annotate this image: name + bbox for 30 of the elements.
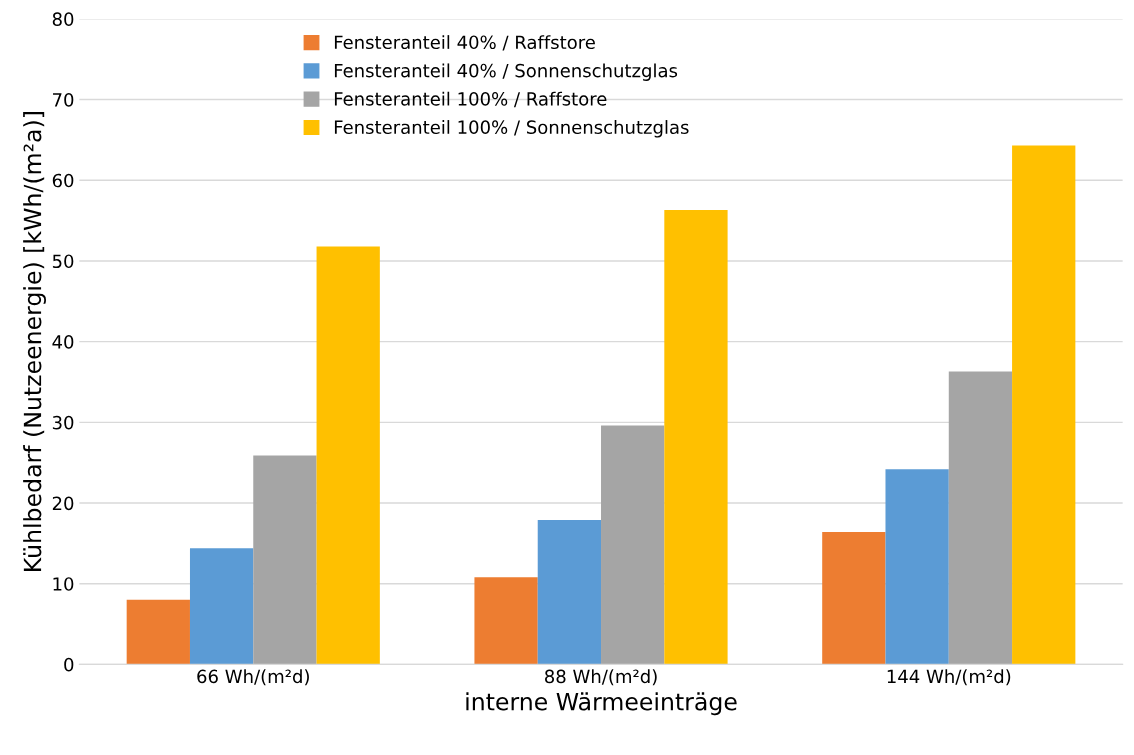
y-tick-label: 80	[52, 12, 74, 26]
x-axis-title: interne Wärmeeinträge	[466, 692, 737, 716]
bar	[885, 469, 949, 665]
x-tick-label: 66 Wh/(m²d)	[197, 669, 309, 686]
legend-label: Fensteranteil 100% / Sonnenschutzglas	[334, 120, 689, 138]
y-tick-label: 30	[52, 415, 74, 430]
bar	[253, 455, 317, 665]
y-tick-label: 0	[64, 657, 74, 672]
bar	[601, 425, 665, 665]
bar	[664, 210, 728, 665]
bar	[822, 532, 886, 665]
y-tick-label: 40	[52, 335, 74, 349]
bar	[126, 599, 190, 665]
legend-label: Fensteranteil 40% / Sonnenschutzglas	[334, 63, 678, 81]
bar	[537, 519, 602, 665]
y-tick-label: 20	[52, 496, 74, 511]
y-tick-label: 70	[53, 93, 74, 107]
bar	[189, 548, 254, 665]
bar	[948, 371, 1013, 665]
legend-label: Fensteranteil 100% / Raffstore	[334, 91, 607, 108]
legend-label: Fensteranteil 40% / Raffstore	[334, 35, 595, 51]
y-tick-label: 10	[53, 577, 74, 591]
bar	[1012, 145, 1076, 665]
bar	[316, 246, 380, 665]
y-tick-label: 50	[52, 254, 74, 269]
y-tick-label: 60	[52, 173, 74, 188]
x-tick-label: 144 Wh/(m²d)	[887, 669, 1011, 686]
y-axis-title: Kühlbedarf (Nutzeenergie) [kWh/(m²a)]	[23, 112, 46, 571]
x-tick-label: 88 Wh/(m²d)	[545, 669, 657, 686]
bar	[474, 577, 538, 665]
